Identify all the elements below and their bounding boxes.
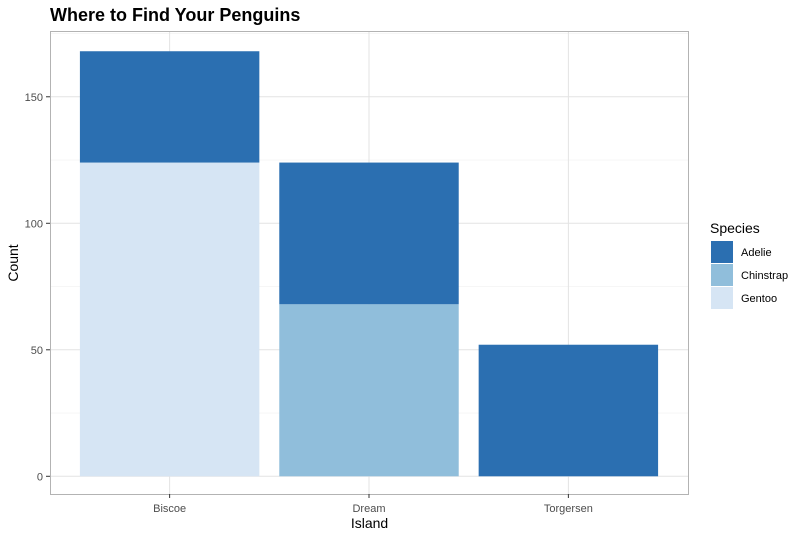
legend-label-gentoo: Gentoo (741, 293, 777, 305)
y-tick-label: 100 (25, 218, 43, 230)
bar-torgersen-adelie (478, 344, 659, 477)
y-tick-label: 50 (31, 345, 43, 357)
legend-items: Adelie Chinstrap Gentoo (711, 241, 788, 309)
x-tick-label: Dream (352, 503, 385, 515)
legend-key-chinstrap (711, 264, 733, 286)
y-tick-label: 0 (37, 471, 43, 483)
legend-key-adelie (711, 241, 733, 263)
y-tick-label: 150 (25, 92, 43, 104)
x-tick-label: Biscoe (153, 503, 186, 515)
y-axis-title: Count (5, 244, 21, 281)
bar-biscoe-gentoo (79, 162, 260, 477)
legend-key-gentoo (711, 287, 733, 309)
y-axis-ticks: 0 50 100 150 (25, 92, 50, 483)
bar-dream-chinstrap (279, 304, 459, 477)
bar-biscoe-adelie (79, 51, 260, 163)
legend-label-adelie: Adelie (741, 247, 772, 259)
x-axis-ticks: Biscoe Dream Torgersen (153, 494, 593, 515)
x-axis-title: Island (351, 515, 388, 531)
x-tick-label: Torgersen (544, 503, 593, 515)
legend: Species Adelie Chinstrap Gentoo (710, 220, 788, 309)
bars-layer (79, 51, 659, 477)
bar-dream-adelie (279, 162, 459, 305)
chart-title: Where to Find Your Penguins (50, 5, 300, 25)
legend-title: Species (710, 220, 760, 236)
legend-label-chinstrap: Chinstrap (741, 270, 788, 282)
